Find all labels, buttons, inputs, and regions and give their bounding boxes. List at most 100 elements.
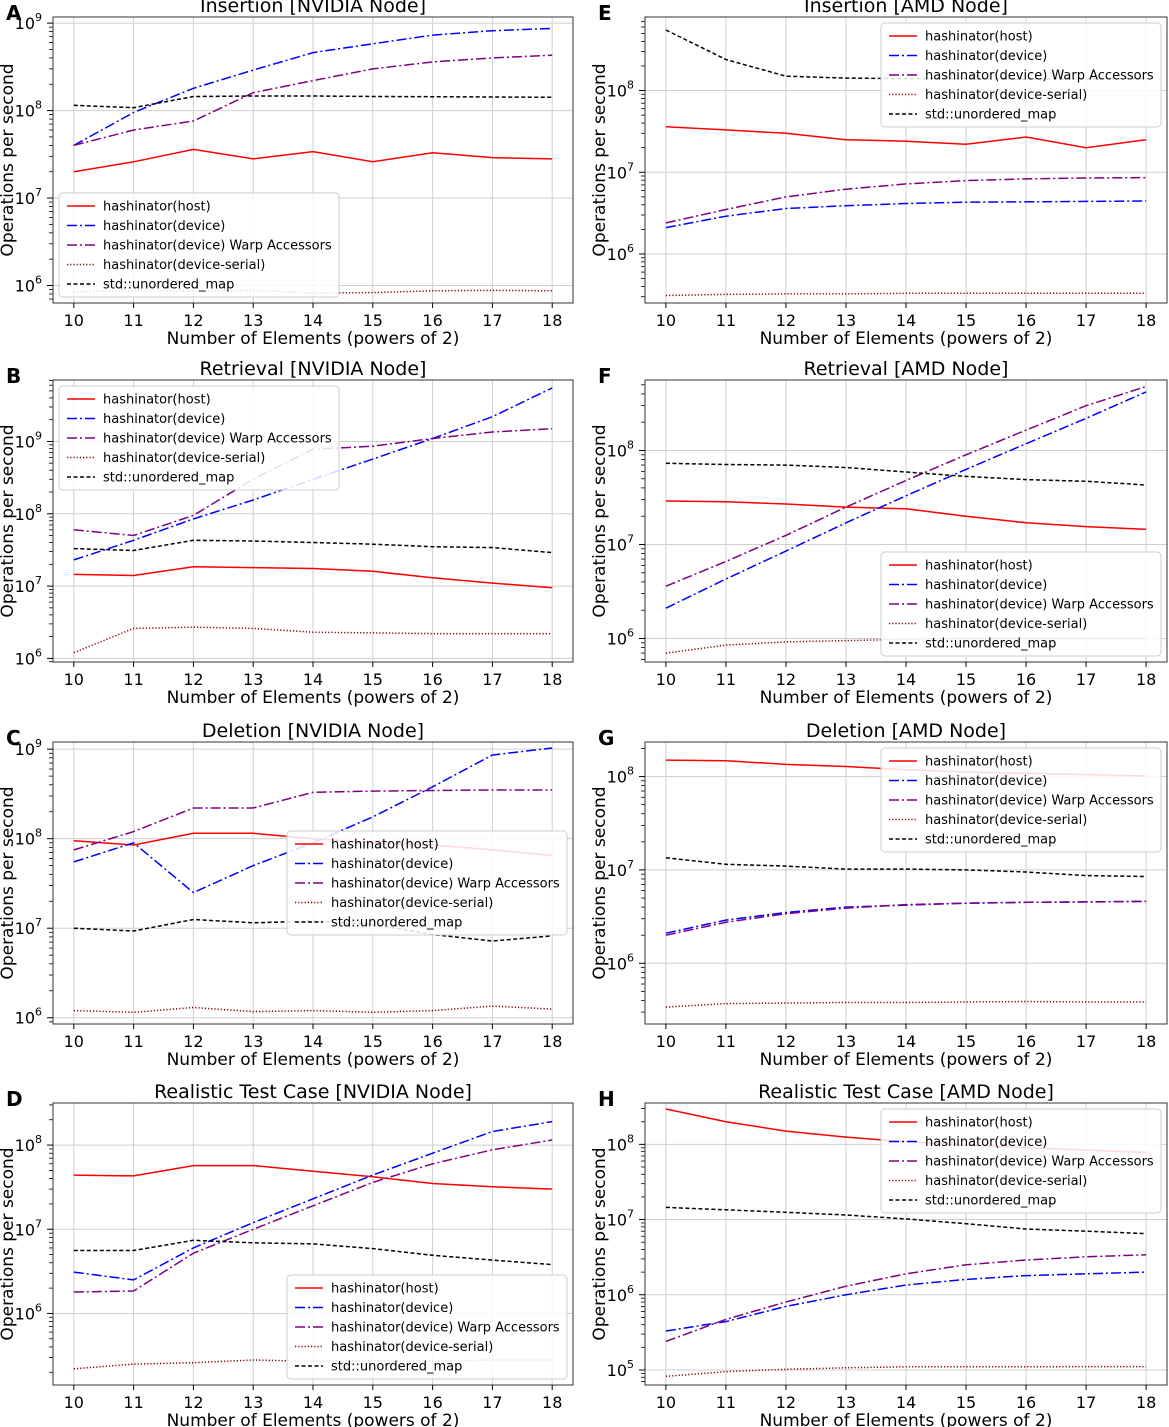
y-tick-label: 108: [15, 502, 42, 524]
x-tick-label: 15: [956, 1032, 976, 1051]
series-line: [665, 900, 1147, 936]
legend-label: std::unordered_map: [925, 833, 1056, 848]
legend-box: [58, 385, 340, 491]
panel-label: B: [6, 364, 21, 388]
legend-label: std::unordered_map: [925, 108, 1056, 123]
x-tick-label: 13: [243, 1032, 263, 1051]
chart-title: Deletion [NVIDIA Node]: [202, 720, 424, 742]
x-tick-label: 17: [482, 1393, 502, 1412]
series-line: [665, 1365, 1147, 1378]
x-axis-label: Number of Elements (powers of 2): [167, 1050, 460, 1070]
series-line: [665, 1000, 1147, 1008]
y-tick-label: 107: [607, 533, 634, 555]
x-tick-label: 17: [482, 670, 502, 689]
x-tick-label: 13: [243, 1393, 263, 1412]
x-tick-label: 12: [183, 1393, 203, 1412]
series-line: [73, 148, 553, 173]
panel-insertion-nvidia: 10 11 12 13 14 15 16 17 18106107108109Insertion …: [0, 0, 574, 349]
x-tick-label: 11: [716, 670, 736, 689]
x-tick-label: 15: [363, 311, 383, 330]
legend-label: hashinator(device-serial): [925, 88, 1087, 103]
x-tick-label: 10: [656, 1393, 676, 1412]
chart-title: Deletion [AMD Node]: [806, 720, 1006, 742]
series-line: [665, 857, 1147, 878]
chart-title: Insertion [NVIDIA Node]: [200, 0, 426, 17]
y-tick-label: 108: [15, 99, 42, 121]
x-tick-label: 17: [482, 1032, 502, 1051]
x-tick-label: 15: [956, 311, 976, 330]
legend-box: [286, 1274, 568, 1380]
legend-box: [880, 551, 1162, 657]
y-tick-label: 106: [607, 242, 634, 264]
panel-label: H: [598, 1087, 615, 1111]
series-line: [73, 1139, 553, 1293]
panel-retrieval-amd: 10 11 12 13 14 15 16 17 18 106 107 108 Retrieval [AM…: [590, 358, 1168, 708]
legend-label: hashinator(device) Warp Accessors: [103, 239, 332, 254]
series-line: [73, 95, 553, 109]
legend-label: hashinator(device-serial): [925, 1174, 1087, 1189]
legend: hashinator(host) hashinator(device) hashin…: [286, 830, 568, 936]
y-axis-label: Operations per second: [0, 1147, 18, 1340]
y-axis-label: Operations per second: [0, 424, 18, 617]
legend-label: hashinator(device): [331, 857, 453, 872]
x-tick-label: 16: [422, 1393, 442, 1412]
series-line: [665, 1254, 1147, 1343]
legend-label: std::unordered_map: [925, 1194, 1056, 1209]
legend-label: std::unordered_map: [103, 278, 234, 293]
series-line: [665, 1206, 1147, 1235]
legend-label: hashinator(device): [925, 578, 1047, 593]
x-tick-label: 17: [1076, 311, 1096, 330]
panel-retrieval-nvidia: 10 11 12 13 14 15 16 17 18 106 107 108 109 Retrieval …: [0, 358, 574, 708]
legend-label: hashinator(device-serial): [103, 451, 265, 466]
x-tick-label: 13: [243, 670, 263, 689]
x-tick-label: 12: [183, 311, 203, 330]
y-tick-label: 108: [607, 1132, 634, 1154]
y-tick-label: 108: [607, 79, 634, 101]
y-axis-label: Operations per second: [0, 786, 18, 979]
x-tick-label: 14: [303, 670, 323, 689]
y-axis-label: Operations per second: [590, 424, 610, 617]
legend: hashinator(host) hashinator(device) hashin…: [58, 192, 340, 298]
x-tick-label: 15: [363, 1393, 383, 1412]
x-tick-label: 15: [363, 670, 383, 689]
chart-title: Retrieval [NVIDIA Node]: [200, 358, 427, 380]
x-tick-label: 12: [183, 670, 203, 689]
x-axis-label: Number of Elements (powers of 2): [760, 688, 1053, 708]
legend: hashinator(host) hashinator(device) hashin…: [880, 551, 1162, 657]
y-tick-label: 108: [15, 1133, 42, 1155]
panel-label: F: [598, 364, 612, 388]
chart-title: Realistic Test Case [AMD Node]: [758, 1081, 1054, 1103]
x-tick-label: 15: [956, 1393, 976, 1412]
panel-label: A: [6, 1, 22, 25]
series-line: [73, 539, 553, 554]
x-tick-label: 15: [363, 1032, 383, 1051]
x-tick-label: 14: [896, 1032, 916, 1051]
x-axis-label: Number of Elements (powers of 2): [167, 329, 460, 349]
x-tick-label: 17: [1076, 1393, 1096, 1412]
x-tick-label: 17: [1076, 1032, 1096, 1051]
legend-label: std::unordered_map: [331, 916, 462, 931]
legend-label: hashinator(host): [103, 393, 211, 408]
y-tick-label: 106: [607, 951, 634, 973]
y-axis-label: Operations per second: [590, 63, 610, 256]
panel-realistic-nvidia: 10 11 12 13 14 15 16 17 18 106 107 108 Realistic Tes…: [0, 1081, 574, 1427]
legend: hashinator(host) hashinator(device) hashin…: [286, 1274, 568, 1380]
panel-insertion-amd: 10 11 12 13 14 15 16 17 18 106 107 108 Insertion [AM…: [590, 0, 1168, 349]
x-tick-label: 13: [243, 311, 263, 330]
legend-label: hashinator(device) Warp Accessors: [925, 598, 1154, 613]
legend-box: [58, 192, 340, 298]
legend-label: hashinator(device): [103, 412, 225, 427]
x-tick-label: 18: [1136, 1393, 1156, 1412]
y-tick-label: 106: [15, 646, 42, 668]
panel-deletion-amd: 10 11 12 13 14 15 16 17 18 106 107 108 Deletion [AMD…: [590, 720, 1168, 1070]
x-tick-label: 10: [64, 1393, 84, 1412]
x-tick-label: 17: [1076, 670, 1096, 689]
x-tick-label: 17: [482, 311, 502, 330]
legend-label: hashinator(host): [925, 559, 1033, 574]
x-tick-label: 13: [836, 311, 856, 330]
series-line: [665, 462, 1147, 486]
legend-label: hashinator(device): [331, 1301, 453, 1316]
x-tick-label: 10: [656, 670, 676, 689]
series-line: [665, 126, 1147, 149]
